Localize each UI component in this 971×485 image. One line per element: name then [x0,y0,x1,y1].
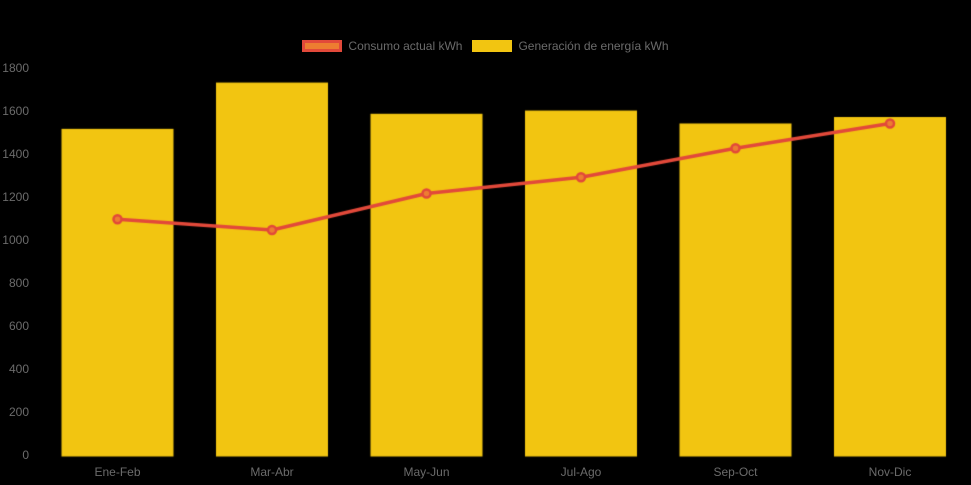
y-tick-label: 400 [8,361,29,376]
legend-label: Consumo actual kWh [348,39,463,53]
y-tick-label: 200 [8,404,29,419]
x-tick-label: May-Jun [403,465,450,479]
legend-swatch-line-icon [302,40,343,52]
legend-item-generacion[interactable]: Generación de energía kWh [472,39,669,53]
chart-legend: Consumo actual kWh Generación de energía … [0,40,971,52]
legend-label: Generación de energía kWh [518,39,669,53]
x-tick-label: Sep-Oct [713,465,758,479]
y-tick-label: 1200 [2,189,29,204]
y-tick-label: 800 [8,275,29,290]
y-tick-label: 600 [8,318,29,333]
x-tick-label: Mar-Abr [250,465,294,479]
legend-swatch-bar-icon [472,40,513,52]
y-tick-label: 1600 [2,103,29,118]
y-tick-label: 1000 [2,232,29,247]
x-tick-label: Jul-Ago [560,465,602,479]
y-tick-label: 1400 [2,146,29,161]
y-tick-label: 1800 [2,60,29,75]
x-tick-label: Ene-Feb [94,465,141,479]
x-tick-label: Nov-Dic [868,465,912,479]
y-tick-label: 0 [22,448,29,462]
legend-item-consumo[interactable]: Consumo actual kWh [302,40,462,52]
